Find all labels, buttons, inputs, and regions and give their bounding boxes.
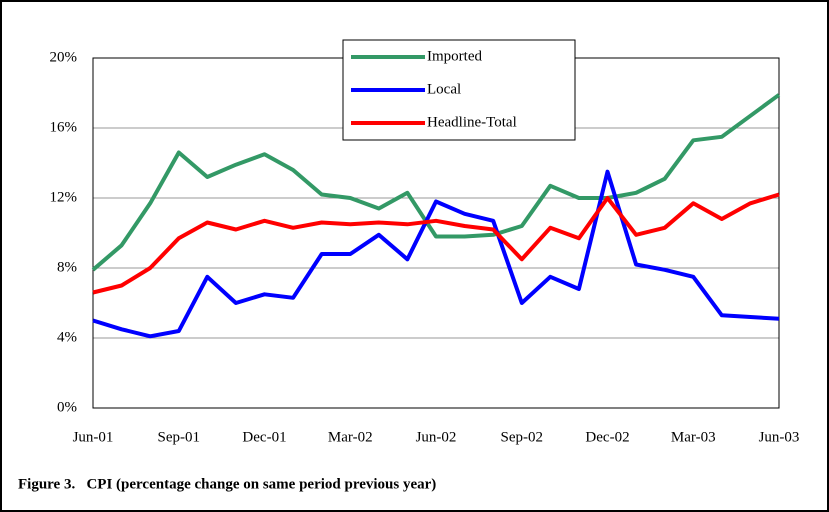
y-tick-label: 8% xyxy=(57,259,77,275)
x-tick-label: Jun-02 xyxy=(416,429,457,445)
y-tick-label: 0% xyxy=(57,399,77,415)
x-tick-label: Dec-01 xyxy=(242,429,286,445)
x-tick-label: Mar-03 xyxy=(671,429,716,445)
legend-label: Local xyxy=(427,81,461,97)
x-tick-label: Mar-02 xyxy=(328,429,373,445)
x-tick-label: Jun-03 xyxy=(759,429,800,445)
series-line xyxy=(92,192,780,295)
legend-label: Imported xyxy=(427,48,482,64)
legend-label: Headline-Total xyxy=(427,114,517,130)
series-line xyxy=(92,169,780,339)
y-tick-label: 4% xyxy=(57,329,77,345)
y-tick-label: 16% xyxy=(50,119,78,135)
chart-title: Figure 3. CPI (percentage change on same… xyxy=(18,476,436,492)
x-tick-label: Sep-01 xyxy=(158,429,201,445)
x-tick-label: Dec-02 xyxy=(585,429,629,445)
y-tick-label: 12% xyxy=(50,189,78,205)
series-line xyxy=(91,93,781,272)
x-tick-label: Jun-01 xyxy=(73,429,114,445)
x-tick-label: Sep-02 xyxy=(501,429,544,445)
y-tick-label: 20% xyxy=(50,49,78,65)
